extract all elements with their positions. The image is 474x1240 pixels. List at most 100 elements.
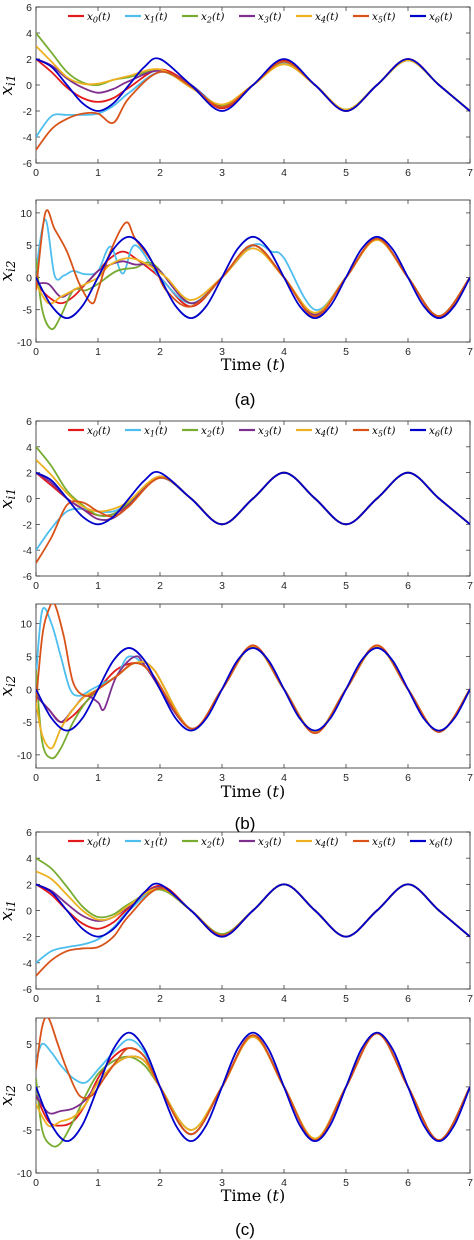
series-group bbox=[36, 1018, 470, 1148]
legend-label-x6: x6(t) bbox=[429, 425, 452, 439]
y-tick-label: -5 bbox=[23, 717, 32, 729]
legend-label-x4: x4(t) bbox=[315, 836, 338, 850]
subplot-3: 0 1 2 3 4 5 6 7 -10 -5 0 5 10 xi2 bbox=[0, 603, 473, 784]
x-tick-label: 3 bbox=[219, 993, 225, 1005]
x-tick-label: 4 bbox=[281, 167, 287, 179]
legend-label-x1: x1(t) bbox=[144, 11, 167, 25]
plot-area bbox=[35, 603, 471, 769]
x-tick-label: 5 bbox=[343, 167, 349, 179]
x-tick-label: 3 bbox=[219, 772, 225, 784]
x-tick-label: 1 bbox=[95, 167, 101, 179]
x-tick-label: 0 bbox=[33, 1177, 39, 1189]
x-tick-label: 1 bbox=[95, 1177, 101, 1189]
x-tick-label: 2 bbox=[157, 580, 163, 592]
subplot-5: 0 1 2 3 4 5 6 7 -10 -5 0 5 xi2 bbox=[0, 1017, 473, 1189]
series-group bbox=[36, 446, 470, 564]
x-tick-label: 2 bbox=[157, 346, 163, 358]
y-tick-label: 0 bbox=[26, 494, 32, 506]
y-axis-label: xi1 bbox=[0, 900, 18, 921]
series-line-x4 bbox=[36, 239, 470, 318]
series-line-x6 bbox=[36, 647, 470, 732]
legend-label-x2: x2(t) bbox=[201, 836, 224, 850]
panel-label: (b) bbox=[235, 814, 256, 833]
x-tick-label: 5 bbox=[343, 1177, 349, 1189]
y-axis-label: xi2 bbox=[0, 675, 18, 696]
legend: x0(t) x1(t) x2(t) x3(t) x4(t) x5(t) x6(t) bbox=[68, 11, 452, 25]
legend-label-x5: x5(t) bbox=[372, 425, 395, 439]
x-tick-label: 6 bbox=[405, 167, 411, 179]
x-tick-label: 3 bbox=[219, 580, 225, 592]
plot-area bbox=[35, 199, 471, 343]
legend-label-x1: x1(t) bbox=[144, 836, 167, 850]
series-line-x6 bbox=[36, 1031, 470, 1143]
y-tick-label: 10 bbox=[20, 619, 32, 631]
x-tick-label: 4 bbox=[281, 346, 287, 358]
legend-label-x3: x3(t) bbox=[258, 425, 281, 439]
x-tick-label: 2 bbox=[157, 772, 163, 784]
y-tick-label: 4 bbox=[26, 442, 32, 454]
y-tick-label: 0 bbox=[26, 272, 32, 284]
y-tick-label: 5 bbox=[26, 240, 32, 252]
y-tick-label: 2 bbox=[26, 468, 32, 480]
legend-label-x1: x1(t) bbox=[144, 425, 167, 439]
y-tick-label: -10 bbox=[17, 750, 32, 762]
y-tick-label: 10 bbox=[20, 208, 32, 220]
y-tick-label: 0 bbox=[26, 906, 32, 918]
series-group bbox=[36, 857, 470, 977]
panel-label: (c) bbox=[235, 1220, 255, 1239]
x-tick-label: 3 bbox=[219, 167, 225, 179]
subplot-1: 0 1 2 3 4 5 6 7 -10 -5 0 5 10 xi2 bbox=[0, 199, 473, 358]
series-line-x6 bbox=[36, 471, 470, 526]
series-line-x4 bbox=[36, 645, 470, 750]
y-tick-label: -6 bbox=[23, 984, 32, 996]
y-tick-label: -2 bbox=[23, 932, 32, 944]
legend-label-x4: x4(t) bbox=[315, 11, 338, 25]
y-tick-label: 2 bbox=[26, 54, 32, 66]
legend-label-x5: x5(t) bbox=[372, 836, 395, 850]
x-tick-label: 6 bbox=[405, 1177, 411, 1189]
legend-label-x5: x5(t) bbox=[372, 11, 395, 25]
y-tick-label: 0 bbox=[26, 80, 32, 92]
x-tick-label: 7 bbox=[467, 346, 473, 358]
x-tick-label: 1 bbox=[95, 580, 101, 592]
x-tick-label: 2 bbox=[157, 1177, 163, 1189]
series-line-x6 bbox=[36, 57, 470, 112]
legend: x0(t) x1(t) x2(t) x3(t) x4(t) x5(t) x6(t) bbox=[68, 836, 452, 850]
legend-label-x3: x3(t) bbox=[258, 836, 281, 850]
x-axis-label: Time (t) bbox=[221, 1186, 285, 1205]
y-tick-label: -4 bbox=[23, 132, 32, 144]
panel-label: (a) bbox=[235, 390, 256, 409]
series-line-x6 bbox=[36, 235, 470, 320]
legend-label-x3: x3(t) bbox=[258, 11, 281, 25]
x-tick-label: 7 bbox=[467, 772, 473, 784]
subplot-0: 0 1 2 3 4 5 6 7 -6 -4 -2 0 2 4 6 xi1 x0(t) x1(t) x2(t) x3(t… bbox=[0, 2, 473, 179]
series-group bbox=[36, 604, 470, 760]
y-tick-label: 5 bbox=[26, 1039, 32, 1051]
legend-label-x0: x0(t) bbox=[87, 836, 110, 850]
x-tick-label: 7 bbox=[467, 1177, 473, 1189]
y-tick-label: 5 bbox=[26, 651, 32, 663]
y-tick-label: -4 bbox=[23, 958, 32, 970]
x-tick-label: 4 bbox=[281, 772, 287, 784]
x-tick-label: 5 bbox=[343, 993, 349, 1005]
legend-label-x2: x2(t) bbox=[201, 11, 224, 25]
series-group bbox=[36, 32, 470, 151]
x-tick-label: 7 bbox=[467, 993, 473, 1005]
y-tick-label: -2 bbox=[23, 106, 32, 118]
x-tick-label: 1 bbox=[95, 772, 101, 784]
x-tick-label: 6 bbox=[405, 346, 411, 358]
x-tick-label: 1 bbox=[95, 993, 101, 1005]
x-axis-label: Time (t) bbox=[221, 782, 285, 801]
plot-area bbox=[35, 1017, 471, 1174]
x-tick-label: 4 bbox=[281, 580, 287, 592]
x-tick-label: 0 bbox=[33, 167, 39, 179]
y-tick-label: 2 bbox=[26, 879, 32, 891]
y-tick-label: 4 bbox=[26, 28, 32, 40]
x-tick-label: 7 bbox=[467, 580, 473, 592]
x-tick-label: 2 bbox=[157, 993, 163, 1005]
series-line-x6 bbox=[36, 882, 470, 938]
x-tick-label: 6 bbox=[405, 993, 411, 1005]
x-tick-label: 1 bbox=[95, 346, 101, 358]
x-tick-label: 5 bbox=[343, 346, 349, 358]
legend-label-x2: x2(t) bbox=[201, 425, 224, 439]
